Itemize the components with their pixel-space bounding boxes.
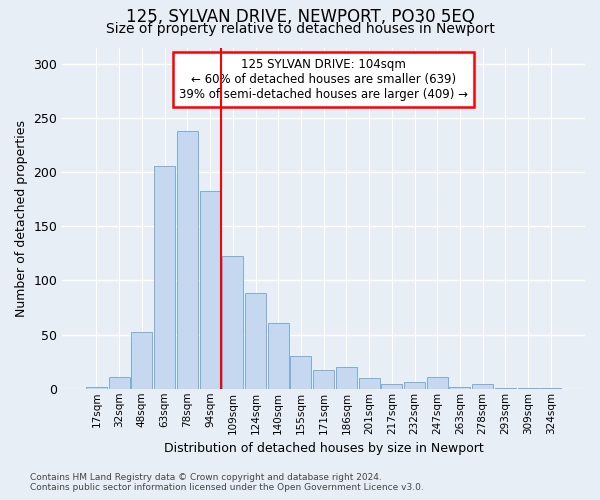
Bar [86,386,107,389]
Bar [404,382,425,389]
X-axis label: Distribution of detached houses by size in Newport: Distribution of detached houses by size … [164,442,484,455]
Bar [200,190,221,389]
Text: Contains HM Land Registry data © Crown copyright and database right 2024.
Contai: Contains HM Land Registry data © Crown c… [30,473,424,492]
Bar [336,367,357,389]
Bar [449,386,470,389]
Bar [541,388,561,389]
Bar [268,322,289,389]
Text: 125, SYLVAN DRIVE, NEWPORT, PO30 5EQ: 125, SYLVAN DRIVE, NEWPORT, PO30 5EQ [125,8,475,26]
Bar [427,377,448,389]
Y-axis label: Number of detached properties: Number of detached properties [15,120,28,316]
Bar [495,388,516,389]
Bar [223,256,243,389]
Bar [290,356,311,389]
Bar [245,294,266,389]
Bar [382,384,402,389]
Bar [177,131,198,389]
Bar [313,370,334,389]
Bar [518,388,539,389]
Bar [154,166,175,389]
Bar [109,377,130,389]
Bar [472,384,493,389]
Text: 125 SYLVAN DRIVE: 104sqm
← 60% of detached houses are smaller (639)
39% of semi-: 125 SYLVAN DRIVE: 104sqm ← 60% of detach… [179,58,468,100]
Text: Size of property relative to detached houses in Newport: Size of property relative to detached ho… [106,22,494,36]
Bar [131,332,152,389]
Bar [359,378,380,389]
